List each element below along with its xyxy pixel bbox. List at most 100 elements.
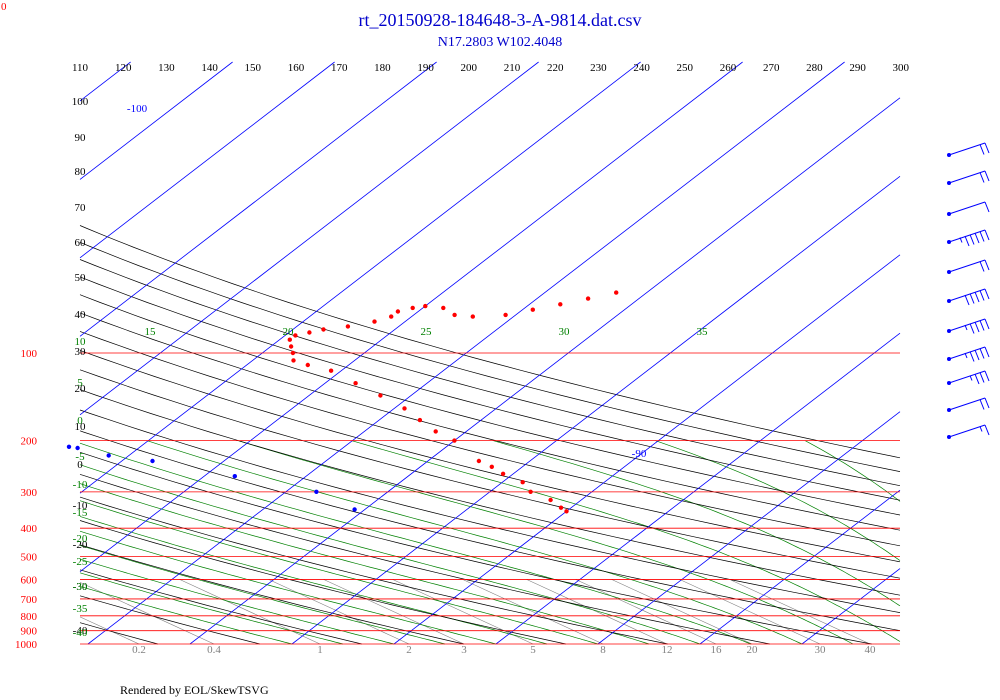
- moist-adiabat-top-label: 35: [697, 326, 709, 338]
- corner-label: 0: [1, 1, 7, 13]
- temperature-point: [402, 406, 407, 411]
- mixing-ratio-label: 16: [711, 644, 723, 656]
- dry-adiabat-line: [79, 569, 362, 645]
- dry-adiabat-line: [79, 350, 901, 563]
- wind-barb-staff: [948, 229, 986, 243]
- dry-adiabat-line: [79, 595, 260, 645]
- wind-barb: [947, 142, 990, 157]
- dry-adiabat-line: [79, 259, 901, 487]
- dry-adiabat-top-label: 120: [115, 62, 132, 74]
- mixing-ratio-label: 5: [530, 644, 536, 656]
- dry-adiabat-left-label: 60: [75, 237, 87, 249]
- temperature-point: [353, 381, 358, 386]
- temperature-point: [288, 344, 294, 349]
- wind-barb: [947, 397, 990, 412]
- moist-adiabat-line: [79, 500, 599, 645]
- wind-barb-flag: [974, 232, 980, 244]
- temperature-point: [614, 290, 619, 295]
- mixing-ratio-label: 1: [317, 644, 323, 656]
- dry-adiabat-top-label: 270: [763, 62, 780, 74]
- moist-adiabat-left-label: 10: [75, 336, 87, 348]
- wind-barb-staff: [948, 424, 986, 438]
- temperature-point: [558, 505, 564, 510]
- isobar-label: 700: [21, 594, 38, 606]
- temperature-point: [378, 393, 383, 398]
- dewpoint-point: [232, 474, 237, 479]
- temperature-point: [307, 330, 312, 335]
- wind-barb-staff: [948, 397, 986, 411]
- dewpoint-point: [75, 445, 80, 451]
- dry-adiabat-left-label: 20: [75, 383, 87, 395]
- temperature-point: [520, 480, 525, 485]
- temperature-point: [452, 438, 457, 443]
- wind-barb-flag: [969, 351, 975, 362]
- wind-barb-flag: [979, 144, 985, 155]
- isotherm-label: -90: [632, 448, 647, 460]
- temperature-point: [585, 296, 591, 301]
- wind-barb-staff: [948, 259, 986, 273]
- temperature-point: [489, 464, 494, 469]
- dry-adiabat-line: [79, 225, 901, 459]
- dry-adiabat-line: [79, 331, 901, 547]
- dry-adiabat-line: [79, 474, 770, 645]
- temperature-point: [423, 303, 428, 309]
- mixing-ratio-line: [323, 579, 465, 645]
- wind-barb-half-flag: [979, 426, 983, 432]
- wind-barb: [947, 318, 990, 334]
- wind-barb-flag: [984, 346, 990, 358]
- dry-adiabat-line: [79, 622, 158, 645]
- moist-adiabat-left-label: -35: [73, 603, 88, 615]
- moist-adiabat-line: [79, 572, 344, 645]
- dry-adiabat-left-label: 0: [77, 459, 83, 471]
- wind-barb-flag: [979, 261, 985, 272]
- moist-adiabat-left-label: -5: [75, 451, 85, 463]
- isobar-label: 800: [21, 611, 38, 623]
- wind-barb: [947, 424, 990, 439]
- moist-adiabat-left-label: -25: [73, 556, 88, 568]
- wind-barb-half-flag: [964, 324, 968, 331]
- dry-adiabat-left-label: -40: [73, 625, 88, 637]
- moist-adiabat-left-label: -20: [73, 533, 88, 545]
- mixing-ratio-label: 0.2: [132, 644, 146, 656]
- wind-barb: [947, 346, 990, 362]
- moist-adiabat-left-label: -30: [73, 581, 88, 593]
- moist-adiabat-line: [79, 545, 446, 645]
- isotherm-line: [79, 61, 437, 337]
- mixing-ratio-label: 20: [747, 644, 759, 656]
- axis-labels: 1002003004005006007008009001000-110-100-…: [15, 62, 910, 656]
- temperature-point: [564, 509, 569, 514]
- wind-barb-flag: [979, 372, 985, 383]
- dry-adiabat-top-label: 220: [547, 62, 564, 74]
- dry-adiabat-top-label: 110: [72, 62, 89, 74]
- isotherm-line: [495, 332, 901, 645]
- dry-adiabat-line: [79, 520, 566, 645]
- mixing-ratio-label: 2: [406, 644, 412, 656]
- moist-adiabat-left-label: -40: [73, 627, 88, 639]
- moist-adiabat-line: [79, 586, 293, 645]
- dry-adiabat-line: [79, 369, 901, 579]
- moist-adiabat-line: [79, 516, 548, 645]
- wind-barb-flag: [969, 293, 975, 304]
- chart-subtitle: N17.2803 W102.4048: [437, 35, 563, 50]
- temperature-point: [328, 368, 334, 373]
- dry-adiabat-left-label: -10: [73, 500, 88, 512]
- wind-barb-flag: [964, 235, 970, 247]
- wind-barb-flag: [984, 201, 990, 213]
- dry-adiabat-left-label: 30: [75, 346, 87, 358]
- wind-barb: [947, 229, 990, 247]
- moist-adiabat-top-label: 25: [421, 326, 433, 338]
- mixing-ratio-label: 40: [865, 644, 877, 656]
- mixing-ratio-label: 0.4: [207, 644, 221, 656]
- mixing-ratio-line: [179, 579, 321, 645]
- dry-adiabat-line: [79, 496, 668, 645]
- wind-barb-flag: [984, 229, 990, 241]
- wind-barb-flag: [979, 231, 985, 242]
- dry-adiabat-top-label: 140: [201, 62, 218, 74]
- moist-adiabat-top-label: 15: [145, 326, 157, 338]
- dewpoint-point: [150, 458, 155, 464]
- isobar-label: 200: [21, 436, 38, 448]
- temperature-point: [548, 497, 553, 503]
- wind-barb: [947, 170, 990, 185]
- wind-barb-flag: [984, 318, 990, 330]
- temperature-point: [503, 312, 508, 318]
